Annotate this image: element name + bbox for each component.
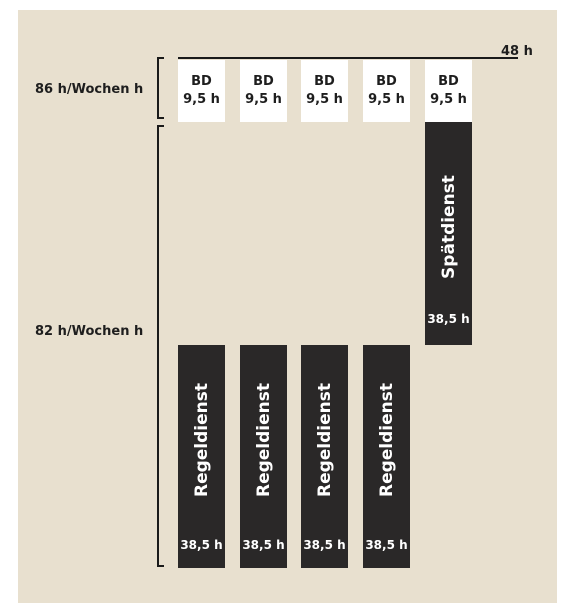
late-shift-hours: 38,5 h [427, 312, 470, 326]
regular-shift-block: Regeldienst 38,5 h [178, 345, 225, 568]
bd-title: BD [191, 74, 212, 89]
regular-shift-block: Regeldienst 38,5 h [363, 345, 410, 568]
lower-bracket-label: 82 h/Wochen h [35, 324, 144, 339]
regular-shift-hours: 38,5 h [303, 538, 346, 552]
lower-bracket-cap-top [157, 125, 164, 127]
top-right-label: 48 h [501, 44, 533, 59]
late-shift-block: Spätdienst 38,5 h [425, 122, 472, 345]
regular-shift-label: Regeldienst [314, 382, 335, 498]
regular-shift-label: Regeldienst [376, 382, 397, 498]
regular-shift-label: Regeldienst [253, 382, 274, 498]
bd-hours: 9,5 h [306, 92, 343, 107]
regular-shift-hours: 38,5 h [365, 538, 408, 552]
bd-box: BD 9,5 h [363, 60, 410, 122]
bd-hours: 9,5 h [183, 92, 220, 107]
late-shift-label: Spätdienst [438, 175, 459, 279]
regular-shift-hours: 38,5 h [242, 538, 285, 552]
regular-shift-hours: 38,5 h [180, 538, 223, 552]
bd-box: BD 9,5 h [178, 60, 225, 122]
upper-bracket-cap-bottom [157, 117, 164, 119]
upper-bracket-label: 86 h/Wochen h [35, 82, 144, 97]
bd-title: BD [253, 74, 274, 89]
regular-shift-label: Regeldienst [191, 382, 212, 498]
bd-title: BD [438, 74, 459, 89]
upper-bracket-line [157, 57, 159, 119]
bd-hours: 9,5 h [368, 92, 405, 107]
lower-bracket-cap-bottom [157, 565, 164, 567]
upper-bracket-cap-top [157, 57, 164, 59]
regular-shift-block: Regeldienst 38,5 h [240, 345, 287, 568]
bd-box: BD 9,5 h [425, 60, 472, 122]
bd-title: BD [314, 74, 335, 89]
bd-box: BD 9,5 h [301, 60, 348, 122]
bd-box: BD 9,5 h [240, 60, 287, 122]
regular-shift-block: Regeldienst 38,5 h [301, 345, 348, 568]
bd-hours: 9,5 h [245, 92, 282, 107]
lower-bracket-line [157, 125, 159, 567]
diagram-canvas: 48 h 86 h/Wochen h 82 h/Wochen h BD 9,5 … [18, 10, 557, 603]
bd-title: BD [376, 74, 397, 89]
top-line [178, 57, 518, 59]
bd-hours: 9,5 h [430, 92, 467, 107]
